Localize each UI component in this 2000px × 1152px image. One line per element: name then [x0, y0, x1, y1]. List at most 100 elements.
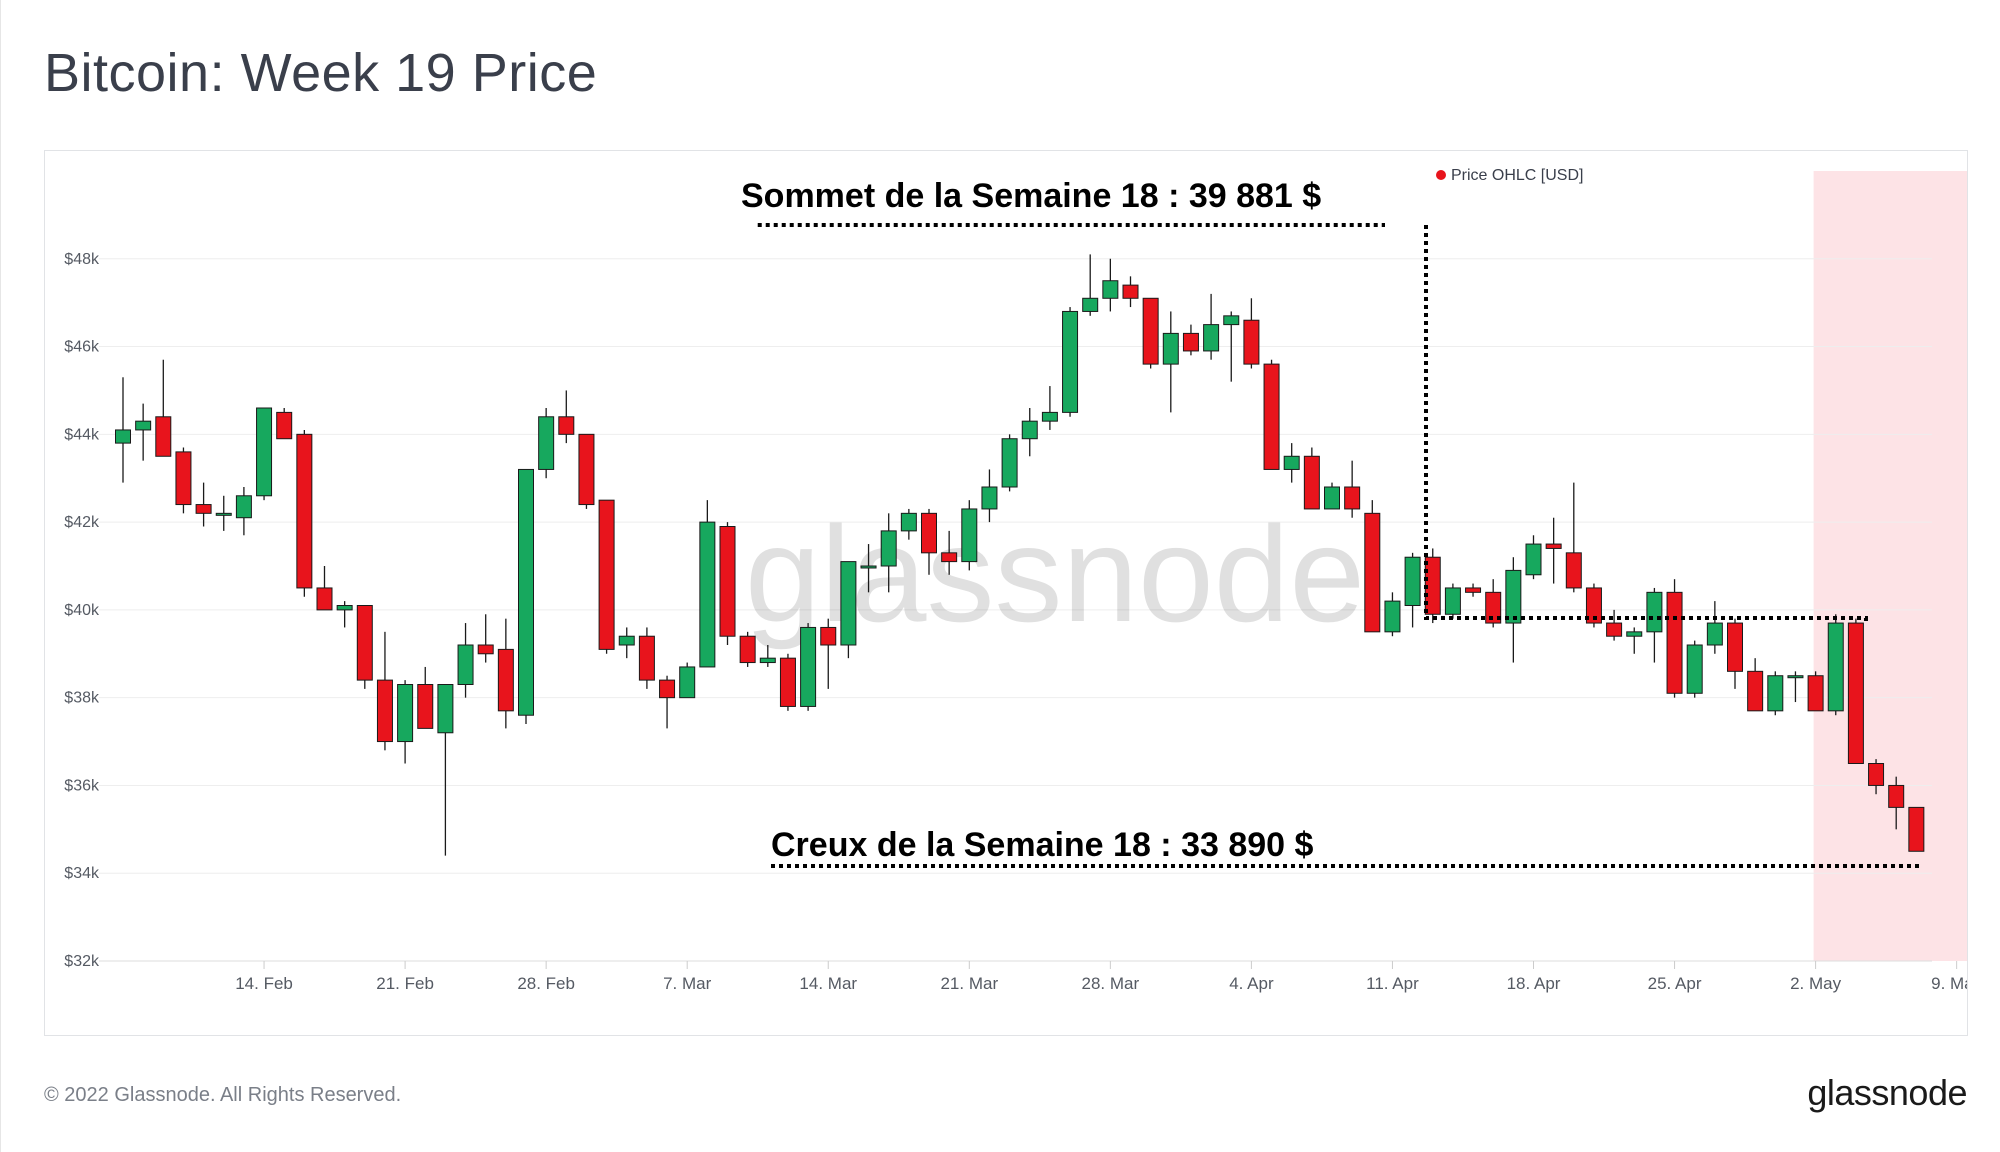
candle-down	[376, 679, 393, 743]
candle-up	[1203, 324, 1220, 352]
x-tick-label: 11. Apr	[1366, 974, 1419, 993]
chart-frame: $32k $34k $36k $38k $40k $42k $44k $46k $48k 14. …	[44, 150, 1968, 1036]
y-tick-label: $34k	[64, 865, 100, 882]
watermark: glassnode	[745, 498, 1365, 650]
candle-down	[1727, 622, 1743, 672]
candle-up	[1827, 622, 1844, 712]
x-tick-label: 28. Mar	[1082, 974, 1140, 993]
candle-up	[1082, 297, 1099, 312]
candle-down	[719, 526, 736, 637]
candle-down	[1666, 591, 1683, 694]
y-tick-label: $46k	[64, 339, 100, 356]
candle-down	[1585, 587, 1602, 624]
x-tick-label: 9. May	[1931, 974, 1967, 993]
candle-down	[477, 644, 494, 655]
candle-down	[1344, 486, 1361, 510]
candle-up	[235, 495, 252, 519]
candle-up	[699, 521, 716, 668]
page-title: Bitcoin: Week 19 Price	[44, 43, 598, 103]
candle-up	[1324, 486, 1340, 510]
candle-down	[155, 416, 172, 457]
candle-up	[880, 530, 897, 567]
candle-down	[417, 684, 434, 729]
candle-up	[397, 684, 414, 743]
candle-up	[1787, 675, 1804, 679]
candle-up	[1001, 438, 1018, 488]
legend-dot	[1436, 170, 1446, 180]
candle-up	[336, 605, 353, 611]
candle-up	[1384, 600, 1401, 633]
x-tick-label: 21. Mar	[940, 974, 998, 993]
candle-down	[296, 433, 313, 589]
candle-up	[961, 508, 978, 563]
candle-down	[316, 587, 333, 611]
candle-up	[1646, 591, 1663, 633]
candle-down	[598, 499, 615, 650]
left-border-rule	[0, 0, 1, 1152]
candle-up	[1223, 315, 1240, 326]
y-tick-label: $42k	[64, 514, 100, 531]
candle-up	[840, 561, 857, 646]
candle-up	[679, 666, 696, 699]
candle-down	[175, 451, 192, 506]
glassnode-logo[interactable]: glassnode	[1807, 1072, 1967, 1113]
candle-down	[820, 626, 837, 646]
candle-up	[457, 644, 474, 685]
week18-high-connector	[1424, 225, 1868, 621]
candle-up	[1626, 631, 1643, 637]
y-tick-label: $48k	[64, 251, 100, 268]
candle-down	[1182, 332, 1199, 352]
candle-down	[1606, 622, 1623, 637]
x-tick-label: 18. Apr	[1507, 974, 1561, 993]
x-tick-label: 2. May	[1790, 974, 1842, 993]
candle-down	[1364, 512, 1381, 633]
candle-down	[1303, 455, 1320, 510]
x-tick-label: 14. Mar	[799, 974, 857, 993]
candle-down	[1908, 806, 1925, 852]
candle-up	[538, 416, 555, 470]
candle-down	[1142, 297, 1159, 365]
candle-down	[356, 605, 373, 681]
candle-down	[1545, 543, 1562, 549]
candle-up	[981, 486, 998, 510]
candle-up	[900, 512, 917, 532]
candle-down	[1465, 587, 1482, 593]
candle-down	[659, 679, 676, 699]
y-tick-label: $32k	[64, 953, 100, 970]
candle-up	[1062, 310, 1079, 413]
candle-up	[1686, 644, 1703, 694]
candle-down	[1888, 784, 1905, 808]
candle-down	[558, 416, 575, 435]
candle-up	[1706, 622, 1723, 646]
candle-up	[256, 407, 273, 497]
candle-down	[1263, 363, 1280, 470]
candle-up	[1041, 411, 1058, 422]
candle-up	[1525, 543, 1542, 576]
candle-up	[618, 635, 635, 646]
x-tick-label: 28. Feb	[517, 974, 575, 993]
y-tick-label: $44k	[64, 426, 100, 443]
candle-up	[437, 684, 454, 734]
candle-up	[800, 626, 817, 707]
candle-down	[779, 657, 796, 707]
candle-up	[1021, 420, 1038, 440]
candle-up	[1444, 587, 1461, 615]
y-tick-label: $36k	[64, 777, 100, 794]
y-tick-label: $40k	[64, 602, 100, 619]
candle-down	[195, 504, 212, 514]
y-tick-label: $38k	[64, 690, 100, 707]
footer-copyright: © 2022 Glassnode. All Rights Reserved.	[44, 1084, 402, 1106]
x-tick-label: 4. Apr	[1229, 974, 1274, 993]
candle-down	[497, 648, 514, 712]
candle-down	[941, 552, 958, 563]
week19-highlight-band	[1813, 171, 1967, 961]
candle-down	[921, 512, 937, 554]
candle-up	[1162, 332, 1179, 365]
candle-down	[1847, 622, 1864, 764]
candle-down	[1243, 319, 1260, 365]
week18-low-label: Creux de la Semaine 18 : 33 890 $	[771, 826, 1314, 864]
candle-up	[1505, 569, 1522, 624]
candle-up	[1283, 455, 1300, 470]
candle-up	[215, 512, 232, 516]
candle-down	[739, 635, 756, 664]
